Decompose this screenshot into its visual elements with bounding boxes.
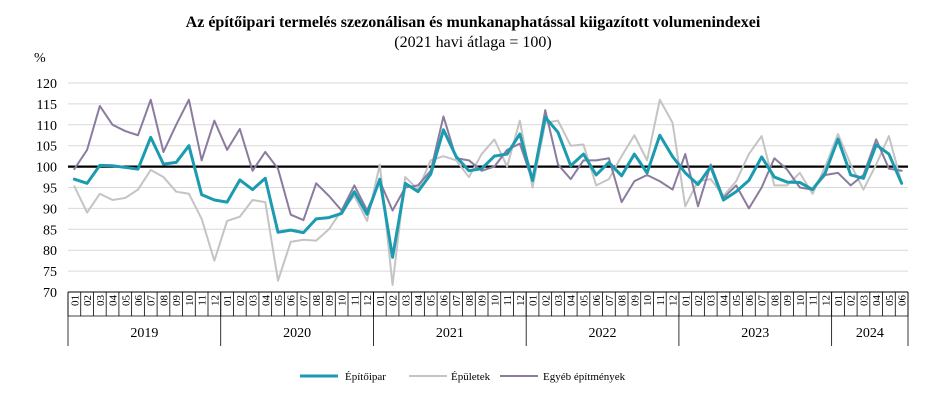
x-month-label: 09 bbox=[171, 295, 183, 307]
x-month-label: 02 bbox=[388, 295, 400, 306]
x-year-label: 2023 bbox=[741, 326, 769, 341]
chart-subtitle: (2021 havi átlaga = 100) bbox=[394, 34, 552, 51]
x-year-label: 2021 bbox=[436, 326, 464, 341]
y-axis: 70 75 80 85 90 95 100 105 110 115 120% bbox=[34, 51, 57, 301]
legend-label-0: Építőipar bbox=[345, 371, 386, 383]
x-month-label: 05 bbox=[884, 295, 896, 307]
x-month-label: 04 bbox=[260, 295, 272, 307]
series-line-0 bbox=[72, 115, 904, 259]
x-month-label: 07 bbox=[451, 295, 463, 307]
x-year-label: 2024 bbox=[856, 326, 884, 341]
x-axis: 01 02 03 04 05 06 07 08 09 10 11 12 01 02 03 04 05 06 07 08… bbox=[67, 291, 909, 346]
x-month-label: 02 bbox=[540, 295, 552, 306]
x-month-label: 03 bbox=[248, 295, 260, 307]
x-month-label: 05 bbox=[426, 295, 438, 307]
series-line-2 bbox=[73, 98, 903, 222]
x-month-label: 01 bbox=[375, 295, 387, 306]
y-tick-label: 70 bbox=[43, 286, 57, 301]
x-month-label: 12 bbox=[209, 295, 221, 306]
x-month-label: 02 bbox=[235, 295, 247, 306]
x-month-label: 08 bbox=[617, 295, 629, 307]
x-month-label: 01 bbox=[528, 295, 540, 306]
x-month-label: 08 bbox=[158, 295, 170, 307]
x-month-label: 01 bbox=[833, 295, 845, 306]
x-month-label: 12 bbox=[668, 295, 680, 306]
x-month-label: 01 bbox=[222, 295, 234, 306]
x-month-label: 12 bbox=[820, 295, 832, 306]
x-month-label: 12 bbox=[362, 295, 374, 306]
x-month-label: 08 bbox=[769, 295, 781, 307]
x-month-label: 10 bbox=[489, 295, 501, 307]
y-tick-label: 110 bbox=[37, 119, 57, 134]
x-month-label: 11 bbox=[197, 295, 209, 306]
x-month-label: 02 bbox=[846, 295, 858, 306]
x-month-label: 04 bbox=[566, 295, 578, 307]
x-month-label: 09 bbox=[324, 295, 336, 307]
x-month-label: 05 bbox=[731, 295, 743, 307]
x-month-label: 09 bbox=[782, 295, 794, 307]
x-month-label: 03 bbox=[706, 295, 718, 307]
x-month-label: 02 bbox=[693, 295, 705, 306]
x-month-label: 05 bbox=[120, 295, 132, 307]
x-month-label: 01 bbox=[680, 295, 692, 306]
chart-title: Az építőipari termelés szezonálisan és m… bbox=[185, 14, 761, 31]
grid-lines bbox=[68, 82, 908, 293]
x-month-label: 11 bbox=[349, 295, 361, 306]
y-tick-label: 115 bbox=[37, 98, 57, 113]
x-month-label: 11 bbox=[808, 295, 820, 306]
x-month-label: 08 bbox=[464, 295, 476, 307]
x-month-label: 01 bbox=[69, 295, 81, 306]
x-month-label: 10 bbox=[184, 295, 196, 307]
x-month-label: 06 bbox=[897, 295, 909, 307]
x-month-label: 10 bbox=[642, 295, 654, 307]
x-month-label: 06 bbox=[438, 295, 450, 307]
x-month-label: 04 bbox=[871, 295, 883, 307]
series-lines bbox=[72, 98, 904, 286]
y-tick-label: 90 bbox=[43, 202, 57, 217]
x-month-label: 03 bbox=[95, 295, 107, 307]
x-month-label: 03 bbox=[553, 295, 565, 307]
legend: Építőipar Épületek Egyéb építmények bbox=[300, 371, 626, 383]
x-year-label: 2022 bbox=[589, 326, 617, 341]
x-month-label: 07 bbox=[757, 295, 769, 307]
y-tick-label: 80 bbox=[43, 244, 57, 259]
y-tick-label: 95 bbox=[43, 182, 57, 197]
x-month-label: 06 bbox=[133, 295, 145, 307]
x-year-label: 2019 bbox=[130, 326, 158, 341]
x-month-label: 12 bbox=[515, 295, 527, 306]
x-month-label: 02 bbox=[82, 295, 94, 306]
legend-label-1: Épületek bbox=[451, 371, 491, 383]
x-month-label: 03 bbox=[858, 295, 870, 307]
y-tick-label: 100 bbox=[36, 161, 57, 176]
y-tick-label: 105 bbox=[36, 140, 57, 155]
x-month-label: 11 bbox=[655, 295, 667, 306]
x-month-label: 10 bbox=[795, 295, 807, 307]
y-axis-unit-label: % bbox=[34, 51, 46, 66]
series-line-1 bbox=[73, 98, 903, 286]
legend-label-2: Egyéb építmények bbox=[543, 371, 626, 383]
x-year-label: 2020 bbox=[283, 326, 311, 341]
x-month-label: 06 bbox=[744, 295, 756, 307]
x-month-label: 06 bbox=[591, 295, 603, 307]
x-month-label: 04 bbox=[413, 295, 425, 307]
x-month-label: 09 bbox=[477, 295, 489, 307]
x-month-label: 11 bbox=[502, 295, 514, 306]
x-month-label: 09 bbox=[629, 295, 641, 307]
x-month-label: 05 bbox=[273, 295, 285, 307]
y-tick-label: 75 bbox=[43, 265, 57, 280]
x-month-label: 08 bbox=[311, 295, 323, 307]
x-month-label: 07 bbox=[604, 295, 616, 307]
y-tick-label: 120 bbox=[36, 77, 57, 92]
x-month-label: 04 bbox=[108, 295, 120, 307]
x-month-label: 03 bbox=[400, 295, 412, 307]
x-month-label: 07 bbox=[298, 295, 310, 307]
x-month-label: 06 bbox=[286, 295, 298, 307]
x-month-label: 05 bbox=[578, 295, 590, 307]
y-tick-label: 85 bbox=[43, 223, 57, 238]
x-month-label: 10 bbox=[337, 295, 349, 307]
x-month-label: 04 bbox=[718, 295, 730, 307]
x-month-label: 07 bbox=[146, 295, 158, 307]
